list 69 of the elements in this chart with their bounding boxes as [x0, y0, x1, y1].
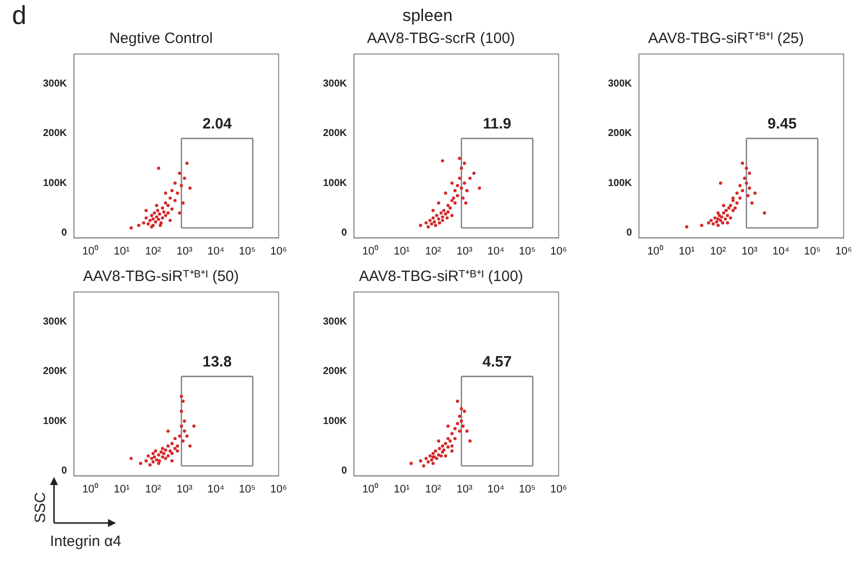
x-tick-label: 10³ [456, 245, 473, 258]
x-tick-label: 10³ [742, 245, 758, 258]
text: d [12, 0, 26, 31]
x-tick-label: 10⁴ [207, 245, 225, 258]
x-tick-label: 10⁶ [550, 483, 567, 496]
annotation: 4.57 [482, 354, 512, 371]
y-tick-label: 0 [61, 466, 68, 477]
x-tick-label: 10¹ [114, 483, 130, 496]
x-tick-label: 10⁰ [362, 482, 378, 496]
y-tick-label: 300K [323, 78, 348, 90]
x-tick-label: 10⁰ [82, 244, 98, 258]
chart-title: AAV8-TBG-siRᵀ⁺ᴮ⁺ᴵ (50) [83, 268, 239, 286]
y-tick-label: 200K [323, 128, 348, 140]
y-tick-label: 300K [43, 316, 68, 328]
x-tick-label: 10¹ [394, 245, 410, 258]
x-tick-label: 10⁵ [804, 245, 821, 258]
x-tick-label: 10⁰ [82, 482, 98, 496]
annotation: 13.8 [202, 354, 232, 371]
x-tick-label: 10⁴ [772, 245, 790, 258]
y-tick-label: 100K [43, 178, 68, 189]
annotation: 2.04 [202, 116, 232, 133]
annotation: 9.45 [767, 116, 797, 133]
x-tick-label: 10³ [456, 483, 473, 496]
x-tick-label: 10¹ [394, 483, 410, 496]
y-tick-label: 100K [323, 416, 348, 427]
x-tick-label: 10⁵ [518, 245, 536, 258]
y-tick-label: 200K [43, 128, 68, 140]
x-tick-label: 10⁵ [238, 245, 256, 258]
x-tick-label: 10⁴ [487, 483, 505, 496]
x-tick-label: 10² [145, 245, 162, 258]
y-tick-label: 100K [323, 178, 348, 189]
y-tick-label: 0 [341, 466, 348, 477]
y-tick-label: 0 [626, 228, 632, 239]
chart-title: AAV8-TBG-scrR (100) [366, 30, 516, 48]
y-tick-label: 300K [43, 78, 68, 90]
y-tick-label: 300K [323, 316, 348, 328]
y-tick-label: 100K [43, 416, 68, 427]
x-tick-label: 10² [425, 483, 442, 496]
x-tick-label: 10⁴ [487, 245, 505, 258]
y-tick-label: 100K [608, 178, 633, 189]
chart-title: AAV8-TBG-siRᵀ⁺ᴮ⁺ᴵ (100) [358, 268, 524, 286]
chart-title: AAV8-TBG-siRᵀ⁺ᴮ⁺ᴵ (25) [648, 30, 804, 48]
y-tick-label: 0 [341, 228, 348, 239]
text: spleen [402, 6, 453, 25]
x-tick-label: 10² [710, 245, 726, 258]
x-tick-label: 10¹ [114, 245, 130, 258]
chart-title: Negtive Control [109, 30, 213, 48]
y-axis-title: SSC [32, 492, 49, 523]
x-tick-label: 10² [425, 245, 442, 258]
x-axis-title: Integrin α4 [50, 533, 122, 550]
x-tick-label: 10⁴ [207, 483, 225, 496]
y-tick-label: 200K [43, 366, 68, 378]
x-tick-label: 10⁶ [270, 483, 287, 496]
x-tick-label: 10⁵ [518, 483, 536, 496]
x-tick-label: 10⁶ [270, 245, 287, 258]
x-tick-label: 10⁶ [835, 245, 852, 258]
y-tick-label: 300K [608, 78, 633, 90]
annotation: 11.9 [482, 116, 512, 133]
x-tick-label: 10³ [176, 483, 193, 496]
x-tick-label: 10² [145, 483, 162, 496]
y-tick-label: 0 [61, 228, 68, 239]
x-tick-label: 10⁰ [362, 244, 378, 258]
x-tick-label: 10¹ [678, 245, 695, 258]
y-tick-label: 200K [608, 128, 633, 140]
y-tick-label: 200K [323, 366, 348, 378]
x-tick-label: 10⁵ [238, 483, 256, 496]
x-tick-label: 10³ [176, 245, 193, 258]
x-tick-label: 10⁶ [550, 245, 567, 258]
x-tick-label: 10⁰ [647, 244, 664, 258]
